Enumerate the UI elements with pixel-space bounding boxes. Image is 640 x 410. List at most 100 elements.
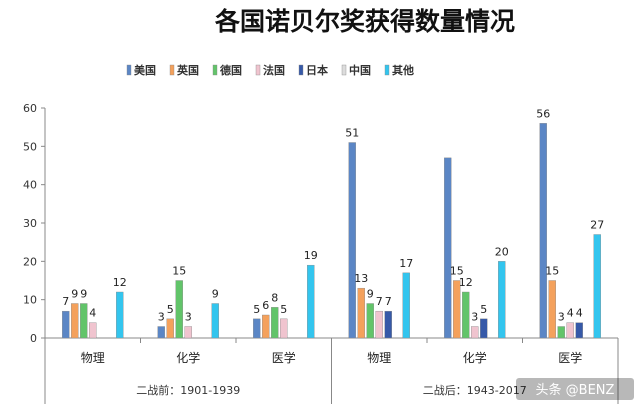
bar xyxy=(548,280,556,339)
bar xyxy=(444,157,452,339)
bar xyxy=(175,280,183,339)
legend-label: 美国 xyxy=(134,63,156,77)
data-label: 4 xyxy=(576,307,583,320)
data-label: 5 xyxy=(167,303,174,316)
data-label: 27 xyxy=(590,219,604,232)
data-label: 9 xyxy=(367,288,374,301)
data-label: 17 xyxy=(399,257,413,270)
bar xyxy=(116,291,124,339)
bar xyxy=(471,326,479,339)
bar xyxy=(453,280,461,339)
data-label: 51 xyxy=(345,127,359,140)
data-label: 8 xyxy=(271,291,278,304)
data-label: 5 xyxy=(253,303,260,316)
legend-swatch xyxy=(341,64,347,76)
data-label: 3 xyxy=(185,311,192,324)
legend-swatch xyxy=(169,64,175,76)
data-label: 20 xyxy=(495,245,509,258)
data-label: 9 xyxy=(80,288,87,301)
bar xyxy=(211,303,219,339)
bar xyxy=(271,307,279,339)
bar xyxy=(71,303,79,339)
data-label: 7 xyxy=(62,295,69,308)
data-label: 13 xyxy=(354,272,368,285)
category-label: 化学 xyxy=(463,350,487,365)
data-label: 4 xyxy=(89,307,96,320)
bar xyxy=(375,310,383,339)
watermark-text: 头条 @BENZ xyxy=(536,382,615,398)
y-tick-label: 30 xyxy=(23,217,37,230)
bar xyxy=(575,322,583,339)
legend-label: 其他 xyxy=(392,63,414,77)
y-tick-label: 0 xyxy=(30,332,37,345)
category-label: 化学 xyxy=(176,350,200,365)
bar xyxy=(384,310,392,339)
bar xyxy=(89,322,97,339)
chart-title: 各国诺贝尔奖获得数量情况 xyxy=(214,7,515,36)
axes: 0 10 20 30 40 50 60 xyxy=(23,102,619,404)
legend-label: 法国 xyxy=(263,63,285,77)
bar xyxy=(262,314,270,339)
legend-label: 中国 xyxy=(349,63,371,77)
data-label: 5 xyxy=(480,303,487,316)
bar xyxy=(253,318,261,339)
data-label: 3 xyxy=(558,311,565,324)
data-label: 4 xyxy=(567,307,574,320)
bar xyxy=(557,326,565,339)
watermark: 头条 @BENZ xyxy=(516,378,634,400)
bar xyxy=(539,123,547,339)
legend-label: 德国 xyxy=(219,63,242,77)
data-label: 7 xyxy=(385,295,392,308)
bar xyxy=(62,310,70,339)
bar xyxy=(498,261,506,339)
y-tick-label: 50 xyxy=(23,140,37,153)
y-tick-label: 40 xyxy=(23,179,37,192)
data-label: 3 xyxy=(471,311,478,324)
bar xyxy=(307,264,315,339)
y-tick-label: 10 xyxy=(23,294,37,307)
bar xyxy=(480,318,488,339)
period-label: 二战前：1901-1939 xyxy=(136,383,240,397)
bar xyxy=(462,291,470,339)
data-label: 7 xyxy=(376,295,383,308)
category-label: 医学 xyxy=(558,350,582,365)
bar xyxy=(566,322,574,339)
legend-swatch xyxy=(298,64,304,76)
category-label: 医学 xyxy=(272,350,296,365)
y-tick-label: 60 xyxy=(23,102,37,115)
data-label: 3 xyxy=(158,311,165,324)
category-label: 物理 xyxy=(81,351,105,365)
data-label: 15 xyxy=(172,265,186,278)
bar xyxy=(157,326,165,339)
bar xyxy=(80,303,88,339)
bars xyxy=(62,123,601,339)
legend-swatch xyxy=(126,64,132,76)
data-label: 56 xyxy=(536,107,550,120)
category-label: 物理 xyxy=(367,351,391,365)
legend-swatch xyxy=(212,64,218,76)
data-label: 5 xyxy=(280,303,287,316)
bar xyxy=(184,326,192,339)
bar xyxy=(280,318,288,339)
data-label: 15 xyxy=(545,265,559,278)
data-label: 6 xyxy=(262,299,269,312)
bar xyxy=(366,303,374,339)
bar xyxy=(348,142,356,339)
legend-swatch xyxy=(384,64,390,76)
data-label: 12 xyxy=(113,276,127,289)
y-tick-label: 20 xyxy=(23,255,37,268)
data-label: 9 xyxy=(71,288,78,301)
bar xyxy=(402,272,410,339)
bar xyxy=(166,318,174,339)
period-label: 二战后：1943-2017 xyxy=(423,384,527,397)
bar xyxy=(593,234,601,339)
legend-label: 日本 xyxy=(306,63,328,77)
bar xyxy=(357,287,365,339)
data-label: 15 xyxy=(450,265,464,278)
data-label: 12 xyxy=(459,276,473,289)
legend-swatch xyxy=(255,64,261,76)
data-label: 9 xyxy=(212,288,219,301)
data-label: 19 xyxy=(304,249,318,262)
